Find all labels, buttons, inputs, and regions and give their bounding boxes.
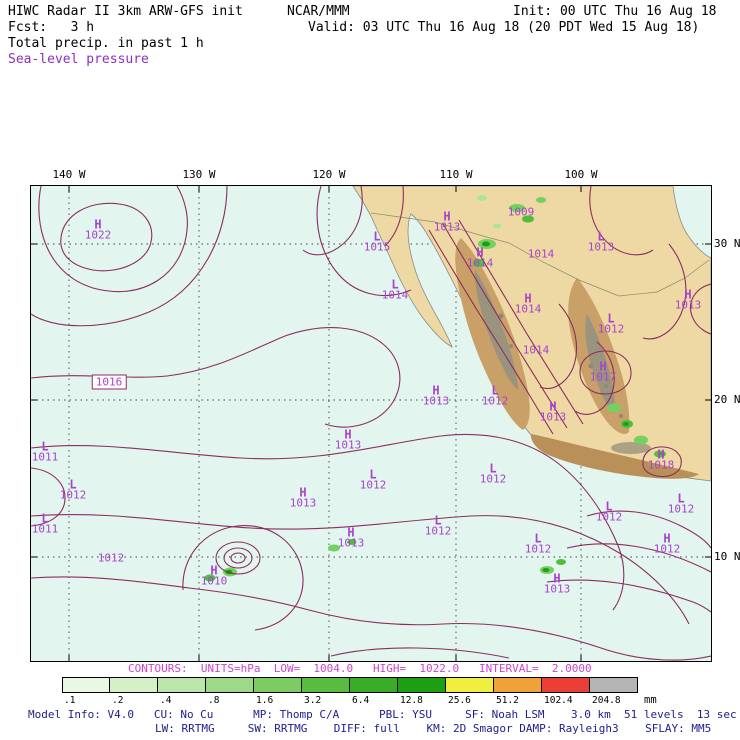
org-label: NCAR/MMM: [287, 4, 350, 19]
lon-label: 110 W: [439, 168, 473, 181]
colorbar-label: 51.2: [496, 695, 519, 706]
lon-label: 140 W: [52, 168, 86, 181]
colorbar-label: .2: [112, 695, 124, 706]
us-mexico-border: [370, 212, 710, 297]
model-info-line2: LW: RRTMG SW: RRTMG DIFF: full KM: 2D Sm…: [155, 722, 712, 735]
colorbar-label: 102.4: [544, 695, 573, 706]
model-info-line1: Model Info: V4.0 CU: No Cu MP: Thomp C/A…: [28, 708, 737, 721]
colorbar-cell: [62, 677, 110, 693]
lat-label: 10 N: [714, 550, 740, 563]
lat-label: 20 N: [714, 393, 740, 406]
lon-labels: 140 W 130 W 120 W 110 W 100 W: [31, 168, 711, 182]
colorbar-label: 6.4: [352, 695, 370, 706]
colorbar-label: 204.8: [592, 695, 621, 706]
map-frame: H 1022 L 1015 H 1013 1009 L 1013 H 1014 1014 L 1014 H 1…: [30, 185, 712, 662]
colorbar-label: 25.6: [448, 695, 471, 706]
valid-time: Valid: 03 UTC Thu 16 Aug 18 (20 PDT Wed …: [308, 20, 700, 35]
lat-label: 30 N: [714, 237, 740, 250]
terrain-layer: [370, 212, 710, 479]
model-title: HIWC Radar II 3km ARW-GFS init: [8, 4, 243, 19]
colorbar-labels: .1 .2 .4 .8 1.6 3.2 6.4 12.8 25.6 51.2 102.4 204.8: [62, 695, 638, 706]
colorbar-cell: [398, 677, 446, 693]
colorbar-cell: [542, 677, 590, 693]
lon-label: 100 W: [564, 168, 598, 181]
colorbar-cell: [110, 677, 158, 693]
colorbar-cell: [206, 677, 254, 693]
map-graphic: [31, 186, 711, 661]
lon-label: 130 W: [182, 168, 216, 181]
colorbar-label: 1.6: [256, 695, 274, 706]
colorbar-label: .8: [208, 695, 220, 706]
frame-ticks: [31, 186, 711, 661]
precip-layer: [204, 195, 666, 582]
colorbar: [62, 677, 638, 693]
field1-label: Total precip. in past 1 h: [8, 36, 204, 51]
colorbar-label: .4: [160, 695, 172, 706]
fcst-hour: Fcst: 3 h: [8, 20, 95, 35]
colorbar-label: 3.2: [304, 695, 322, 706]
colorbar-cell: [254, 677, 302, 693]
colorbar-unit: mm: [644, 694, 657, 706]
colorbar-cell: [590, 677, 638, 693]
field2-label: Sea-level pressure: [8, 52, 149, 67]
colorbar-cell: [494, 677, 542, 693]
lon-label: 120 W: [312, 168, 346, 181]
colorbar-cell: [350, 677, 398, 693]
colorbar-label: 12.8: [400, 695, 423, 706]
tropical-cyclone-contours: [182, 525, 304, 631]
boxed-contour-label: 1016: [91, 374, 127, 390]
colorbar-cell: [302, 677, 350, 693]
colorbar-cell: [446, 677, 494, 693]
contour-legend-text: CONTOURS: UNITS=hPa LOW= 1004.0 HIGH= 10…: [128, 662, 592, 675]
lat-labels: 30 N 20 N 10 N: [714, 186, 740, 661]
init-time: Init: 00 UTC Thu 16 Aug 18: [513, 4, 717, 19]
pressure-contours: [31, 186, 711, 661]
colorbar-label: .1: [64, 695, 76, 706]
colorbar-cell: [158, 677, 206, 693]
